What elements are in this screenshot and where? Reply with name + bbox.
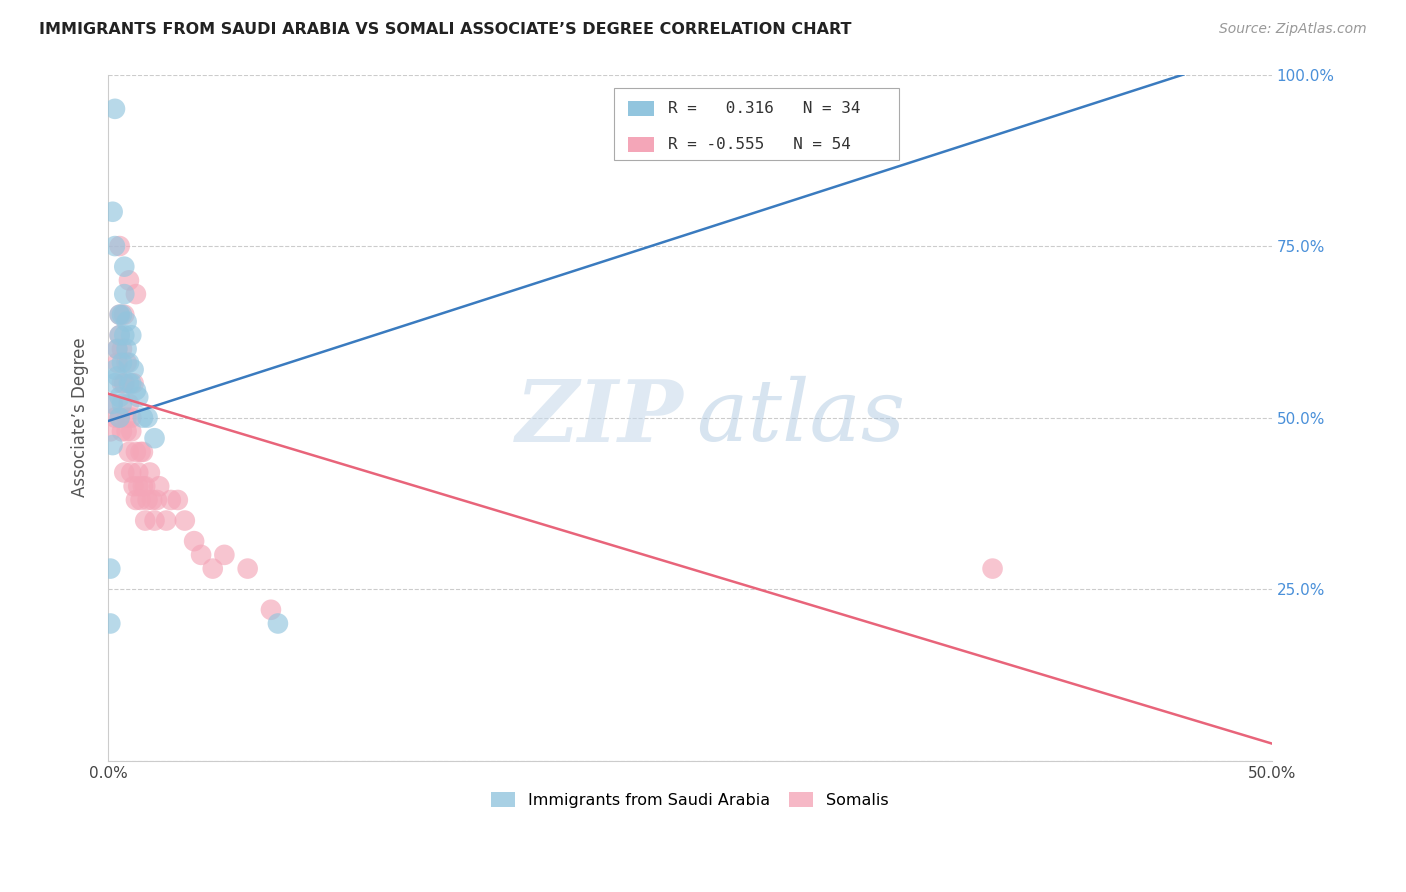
- Point: [111, 397, 134, 411]
- Point: [118, 445, 141, 459]
- Point: [125, 445, 148, 459]
- Point: [108, 239, 131, 253]
- FancyBboxPatch shape: [628, 136, 654, 152]
- Legend: Immigrants from Saudi Arabia, Somalis: Immigrants from Saudi Arabia, Somalis: [485, 786, 896, 814]
- Point: [127, 466, 149, 480]
- Point: [115, 425, 138, 439]
- Point: [120, 328, 142, 343]
- Point: [122, 362, 145, 376]
- Point: [112, 287, 135, 301]
- Point: [122, 479, 145, 493]
- Text: R =   0.316   N = 34: R = 0.316 N = 34: [668, 101, 860, 116]
- Point: [166, 493, 188, 508]
- Text: ZIP: ZIP: [516, 376, 685, 459]
- Point: [981, 561, 1004, 575]
- Point: [214, 548, 236, 562]
- Point: [236, 561, 259, 575]
- Point: [112, 328, 135, 343]
- Point: [111, 342, 134, 356]
- Point: [108, 390, 131, 404]
- Y-axis label: Associate’s Degree: Associate’s Degree: [72, 338, 89, 498]
- FancyBboxPatch shape: [628, 101, 654, 116]
- FancyBboxPatch shape: [614, 88, 900, 161]
- Point: [108, 410, 131, 425]
- Point: [160, 493, 183, 508]
- Point: [111, 356, 134, 370]
- Point: [260, 603, 283, 617]
- Point: [115, 314, 138, 328]
- Point: [104, 239, 127, 253]
- Point: [115, 342, 138, 356]
- Text: atlas: atlas: [696, 376, 905, 459]
- Point: [141, 493, 163, 508]
- Point: [104, 376, 127, 391]
- Point: [98, 425, 121, 439]
- Point: [118, 273, 141, 287]
- Point: [105, 369, 128, 384]
- Point: [105, 342, 128, 356]
- Point: [125, 287, 148, 301]
- Point: [111, 376, 134, 391]
- Point: [143, 431, 166, 445]
- Point: [173, 514, 195, 528]
- Point: [112, 260, 135, 274]
- Text: IMMIGRANTS FROM SAUDI ARABIA VS SOMALI ASSOCIATE’S DEGREE CORRELATION CHART: IMMIGRANTS FROM SAUDI ARABIA VS SOMALI A…: [39, 22, 852, 37]
- Point: [190, 548, 212, 562]
- Point: [105, 342, 128, 356]
- Point: [118, 356, 141, 370]
- Point: [143, 514, 166, 528]
- Point: [105, 356, 128, 370]
- Point: [101, 397, 124, 411]
- Point: [108, 308, 131, 322]
- Point: [129, 493, 152, 508]
- Point: [108, 308, 131, 322]
- Point: [132, 479, 155, 493]
- Point: [101, 397, 124, 411]
- Point: [112, 376, 135, 391]
- Point: [101, 438, 124, 452]
- Point: [98, 616, 121, 631]
- Point: [111, 308, 134, 322]
- Point: [129, 445, 152, 459]
- Point: [125, 383, 148, 397]
- Point: [104, 362, 127, 376]
- Point: [104, 102, 127, 116]
- Point: [125, 493, 148, 508]
- Point: [108, 410, 131, 425]
- Point: [183, 534, 205, 549]
- Point: [132, 410, 155, 425]
- Point: [148, 479, 170, 493]
- Point: [98, 561, 121, 575]
- Point: [134, 514, 156, 528]
- Point: [101, 204, 124, 219]
- Point: [118, 397, 141, 411]
- Point: [132, 445, 155, 459]
- Point: [115, 410, 138, 425]
- Point: [120, 410, 142, 425]
- Point: [120, 466, 142, 480]
- Text: R = -0.555   N = 54: R = -0.555 N = 54: [668, 137, 851, 152]
- Text: Source: ZipAtlas.com: Source: ZipAtlas.com: [1219, 22, 1367, 37]
- Point: [136, 410, 159, 425]
- Point: [201, 561, 224, 575]
- Point: [136, 493, 159, 508]
- Point: [134, 479, 156, 493]
- Point: [120, 425, 142, 439]
- Point: [112, 466, 135, 480]
- Point: [267, 616, 290, 631]
- Point: [127, 479, 149, 493]
- Point: [108, 328, 131, 343]
- Point: [112, 308, 135, 322]
- Point: [104, 410, 127, 425]
- Point: [122, 376, 145, 391]
- Point: [118, 376, 141, 391]
- Point: [127, 390, 149, 404]
- Point: [111, 425, 134, 439]
- Point: [139, 466, 162, 480]
- Point: [108, 328, 131, 343]
- Point: [115, 356, 138, 370]
- Point: [155, 514, 177, 528]
- Point: [146, 493, 169, 508]
- Point: [120, 376, 142, 391]
